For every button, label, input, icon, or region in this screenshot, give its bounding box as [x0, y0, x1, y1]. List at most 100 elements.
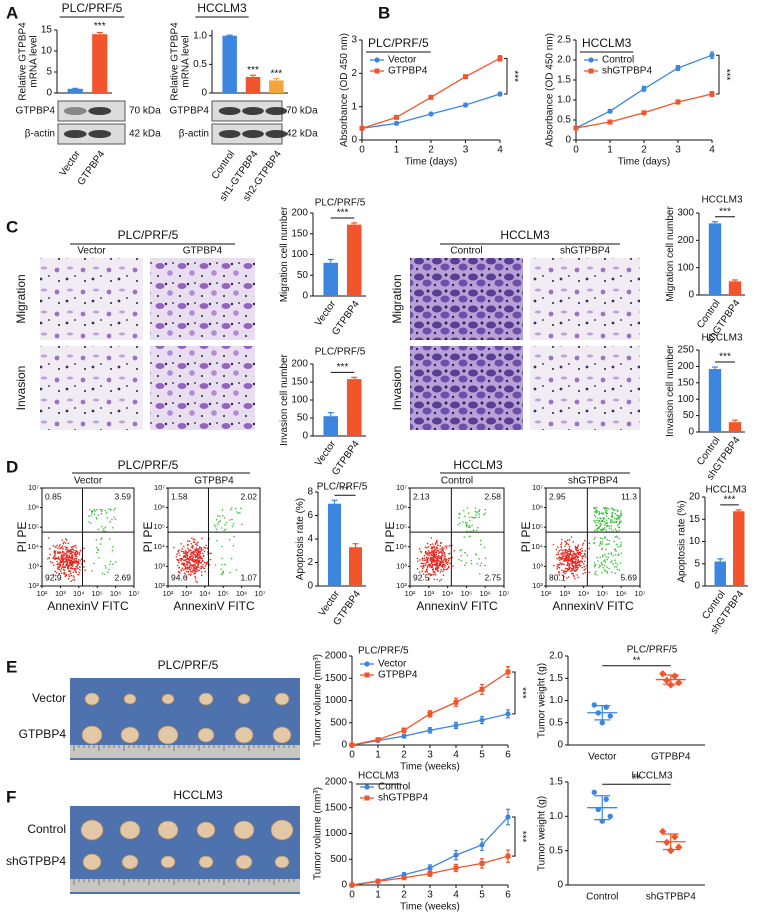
event-dot — [107, 571, 109, 574]
event-dot — [620, 520, 623, 523]
significance-label: *** — [247, 65, 259, 76]
event-dot — [440, 541, 443, 544]
y-tick-label: 0 — [688, 290, 694, 301]
y-tick-label: 100 — [291, 395, 308, 406]
event-dot — [190, 567, 193, 569]
event-dot — [109, 520, 111, 523]
event-dot — [558, 566, 561, 569]
event-dot — [617, 546, 619, 548]
event-dot — [221, 557, 223, 560]
event-dot — [444, 558, 446, 561]
event-dot — [596, 517, 599, 520]
series-line — [351, 671, 509, 746]
y-tick-label: 500 — [330, 717, 347, 728]
event-dot — [59, 564, 62, 567]
event-dot — [560, 558, 562, 561]
event-dot — [583, 569, 586, 571]
event-dot — [417, 560, 419, 563]
point — [671, 833, 679, 841]
event-dot — [440, 548, 443, 550]
event-dot — [579, 554, 581, 556]
event-dot — [194, 577, 197, 579]
event-dot — [57, 566, 60, 568]
column-label: Vector — [77, 246, 106, 257]
event-dot — [472, 529, 475, 532]
ruler — [70, 879, 300, 892]
event-dot — [601, 547, 604, 550]
y-axis-label: Tumor weight (g) — [537, 796, 548, 871]
event-dot — [64, 545, 67, 548]
event-dot — [556, 567, 558, 570]
event-dot — [423, 562, 425, 565]
y-tick-label: 0 — [688, 427, 694, 438]
event-dot — [90, 512, 93, 515]
event-dot — [609, 519, 612, 521]
event-dot — [239, 512, 241, 514]
micrograph — [410, 258, 523, 340]
event-dot — [559, 562, 561, 564]
event-dot — [574, 553, 577, 556]
event-dot — [219, 515, 221, 518]
event-dot — [435, 566, 437, 568]
event-dot — [604, 511, 607, 513]
event-dot — [74, 544, 77, 547]
event-dot — [557, 564, 560, 566]
bar — [733, 511, 745, 586]
event-dot — [65, 553, 68, 555]
event-dot — [608, 543, 610, 545]
event-dot — [83, 566, 85, 568]
event-dot — [173, 546, 175, 549]
event-dot — [425, 553, 428, 555]
event-dot — [190, 554, 193, 557]
event-dot — [443, 551, 446, 554]
event-dot — [600, 512, 603, 515]
event-dot — [216, 515, 219, 517]
event-dot — [564, 540, 566, 542]
y-tick-label: 0.5 — [549, 845, 563, 856]
tumor — [123, 693, 137, 705]
event-dot — [572, 572, 574, 575]
event-dot — [62, 562, 65, 565]
y-tick-label: 300 — [677, 208, 694, 219]
event-dot — [57, 568, 60, 570]
y-tick-label: 50 — [683, 410, 695, 421]
event-dot — [228, 538, 231, 541]
event-dot — [194, 555, 197, 557]
event-dot — [606, 558, 608, 561]
event-dot — [598, 525, 601, 528]
event-dot — [441, 560, 443, 563]
event-dot — [608, 567, 610, 570]
event-dot — [447, 559, 450, 562]
event-dot — [68, 559, 70, 562]
micrograph — [150, 258, 255, 340]
bar — [269, 80, 284, 93]
event-dot — [603, 524, 606, 526]
event-dot — [475, 554, 478, 556]
event-dot — [113, 516, 115, 519]
event-dot — [594, 509, 597, 511]
event-dot — [430, 537, 433, 539]
bar — [245, 76, 261, 93]
legend-marker — [364, 795, 370, 801]
event-dot — [435, 542, 437, 544]
event-dot — [576, 574, 578, 576]
event-dot — [617, 526, 620, 529]
event-dot — [58, 572, 60, 575]
event-dot — [442, 570, 444, 573]
event-dot — [461, 521, 464, 523]
event-dot — [78, 571, 81, 574]
event-dot — [200, 549, 203, 552]
event-dot — [83, 560, 86, 563]
event-dot — [175, 556, 178, 558]
event-dot — [420, 562, 422, 565]
event-dot — [69, 567, 72, 570]
plot-frame — [41, 487, 135, 587]
event-dot — [561, 554, 564, 556]
event-dot — [66, 551, 68, 554]
event-dot — [104, 530, 107, 532]
event-dot — [600, 523, 603, 526]
x-tick-label: 10⁷ — [128, 589, 139, 598]
blot-band — [63, 130, 87, 138]
event-dot — [430, 550, 433, 552]
point — [453, 699, 459, 705]
